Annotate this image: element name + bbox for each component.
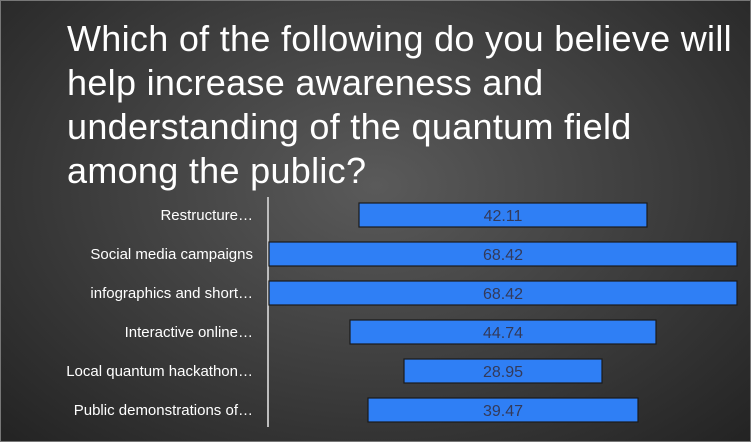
bar-value-label: 68.42 xyxy=(483,247,523,264)
bar-value-label: 28.95 xyxy=(483,364,523,381)
bar-value-label: 42.11 xyxy=(484,208,523,225)
bar-4 xyxy=(349,319,657,345)
bar-3 xyxy=(268,280,738,306)
bar-5 xyxy=(403,358,603,384)
category-label: Social media campaigns xyxy=(90,246,253,263)
bar-value-label: 39.47 xyxy=(483,403,523,420)
bar-value-label: 68.42 xyxy=(483,286,523,303)
category-label: Interactive online… xyxy=(125,324,253,341)
category-label: Restructure… xyxy=(160,207,253,224)
category-label: Local quantum hackathon… xyxy=(66,363,253,380)
bar-2 xyxy=(268,241,738,267)
bar-1 xyxy=(358,202,648,228)
slide-title: Which of the following do you believe wi… xyxy=(67,18,732,191)
bar-6 xyxy=(367,397,639,423)
category-label: infographics and short… xyxy=(90,285,253,302)
bar-value-label: 44.74 xyxy=(483,325,523,342)
category-label: Public demonstrations of… xyxy=(74,402,253,419)
